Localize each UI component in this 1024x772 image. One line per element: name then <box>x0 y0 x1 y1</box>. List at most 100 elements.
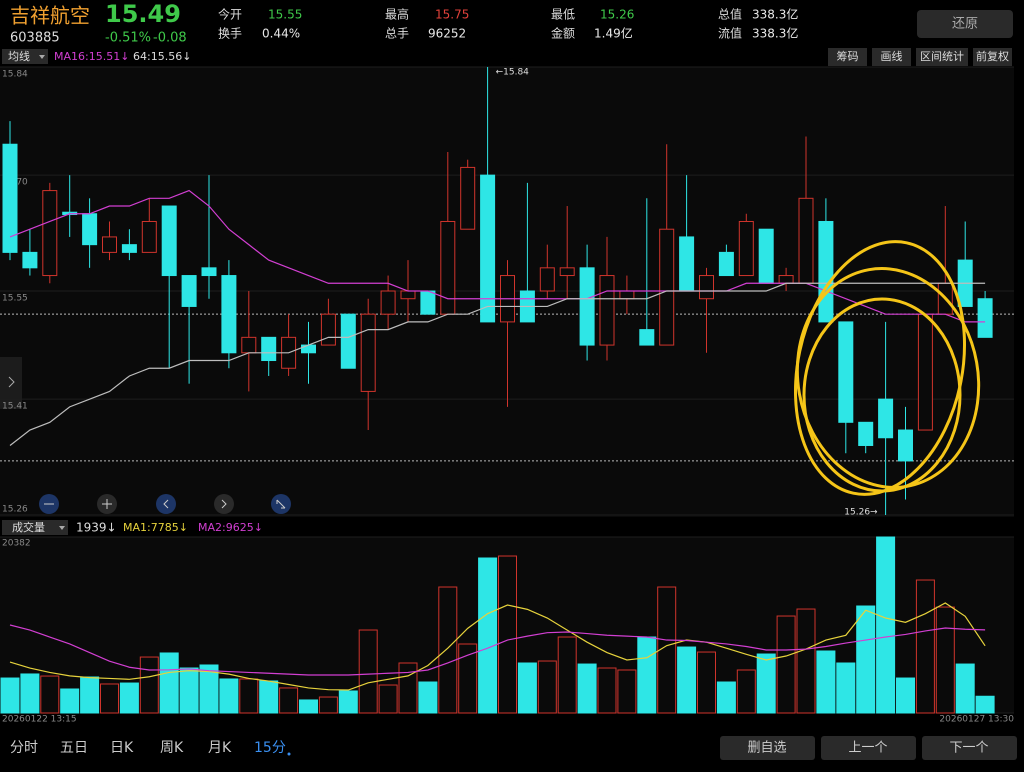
change: -0.08 <box>153 31 187 46</box>
restore-button[interactable] <box>917 10 1013 38</box>
candle-body <box>241 336 257 354</box>
volume-bar <box>458 643 478 714</box>
volume-bar <box>915 579 935 714</box>
volume-bar <box>736 669 756 714</box>
volume-bar <box>955 663 975 714</box>
volume-bar <box>856 605 876 714</box>
volume-bar <box>776 615 796 714</box>
candle-body <box>440 220 456 315</box>
footer-button-label: 下一个 <box>949 741 988 756</box>
field-value: 338.3亿 <box>752 26 798 41</box>
toolbar-button-label: 画线 <box>881 49 903 63</box>
candle-body <box>400 290 416 300</box>
toolbar-button[interactable] <box>872 48 911 66</box>
tab[interactable]: 分时 <box>10 740 38 756</box>
candle-body <box>838 321 854 423</box>
volume-bar <box>159 652 179 714</box>
candle-body <box>480 174 496 323</box>
candle-body <box>818 220 834 323</box>
volume-selector[interactable] <box>2 520 68 535</box>
volume-bar <box>338 690 358 714</box>
volume-bar <box>876 536 896 714</box>
toolbar-button[interactable] <box>916 48 968 66</box>
candle-body <box>917 313 933 431</box>
candle-body <box>898 429 913 462</box>
candle-body <box>420 290 436 315</box>
tab[interactable]: 日K <box>110 740 134 756</box>
volume-bar <box>816 650 836 714</box>
candle-body <box>82 213 98 246</box>
dropdown-arrow <box>39 55 45 59</box>
volume-bar <box>657 586 677 714</box>
candle-body <box>539 267 555 292</box>
candle-body <box>340 313 356 369</box>
volume-bar <box>398 662 418 714</box>
tab[interactable]: 五日 <box>60 740 88 756</box>
volume-bar <box>896 677 915 714</box>
ma-line <box>9 624 986 676</box>
candle-body <box>320 313 336 346</box>
header: 吉祥航空 15.49 603885 -0.51% -0.08 还原 今开 15.5… <box>10 0 1013 46</box>
volume-bar <box>279 687 299 714</box>
side-tab-arrow <box>8 376 15 388</box>
volume-bar <box>378 684 398 714</box>
volume-bar <box>219 678 239 714</box>
scroll-right[interactable] <box>214 494 234 514</box>
volume-bar <box>199 664 219 714</box>
tab[interactable]: 15分 <box>254 740 286 756</box>
candle-body <box>301 344 316 354</box>
candle-body <box>798 197 814 284</box>
y-tick-label: 15.84 <box>2 70 28 80</box>
candle-body <box>460 166 476 230</box>
tab[interactable]: 月K <box>208 740 232 756</box>
tab-indicator <box>287 752 291 756</box>
x-label: 20260127 13:30 <box>939 715 1014 725</box>
candle-body <box>718 251 734 277</box>
candle-body <box>679 236 695 292</box>
y-tick-label: 15.26 <box>2 505 28 515</box>
volume-bar <box>478 557 498 714</box>
volume-bar <box>697 651 716 714</box>
footer-button[interactable] <box>720 736 815 760</box>
ma-selector[interactable] <box>2 49 48 64</box>
volume-bar <box>597 667 617 714</box>
candle-body <box>141 220 157 253</box>
volume-bar <box>139 656 159 714</box>
y-tick-label: 20382 <box>2 539 31 549</box>
candle-body <box>360 313 376 392</box>
field-label: 流值 <box>718 26 742 41</box>
candle-body <box>380 290 396 315</box>
volume-bar <box>677 646 697 714</box>
footer-button[interactable] <box>821 736 916 760</box>
volume-bar <box>637 636 657 714</box>
candle-body <box>261 336 277 362</box>
volume-bar <box>299 699 318 714</box>
candle-body <box>42 190 58 277</box>
volume-bar <box>517 662 537 714</box>
candle-body <box>579 267 595 346</box>
annotation-circle <box>802 297 962 493</box>
candle-body <box>181 275 197 307</box>
volume-bar <box>358 629 378 714</box>
volume-bar <box>318 696 338 714</box>
ma-line <box>9 602 986 691</box>
toolbar-button-label: 区间统计 <box>920 50 964 63</box>
field-label: 总值 <box>718 7 742 22</box>
volume-bar <box>60 688 80 714</box>
footer-button[interactable] <box>922 736 1017 760</box>
dropdown-arrow <box>59 526 65 530</box>
volume-bar <box>716 681 736 714</box>
toolbar-button[interactable] <box>973 48 1012 66</box>
scroll-left[interactable] <box>156 494 176 514</box>
high-label: ←15.84 <box>496 68 530 78</box>
volume-bar <box>438 586 458 714</box>
toolbar-button[interactable] <box>828 48 867 66</box>
candle-body <box>619 290 635 300</box>
volume-bar <box>239 678 259 714</box>
side-tab[interactable] <box>0 357 22 409</box>
volume-bar <box>259 680 279 714</box>
tab[interactable]: 周K <box>160 740 184 756</box>
stock-name: 吉祥航空 <box>10 4 90 28</box>
volume-bar <box>577 663 597 714</box>
